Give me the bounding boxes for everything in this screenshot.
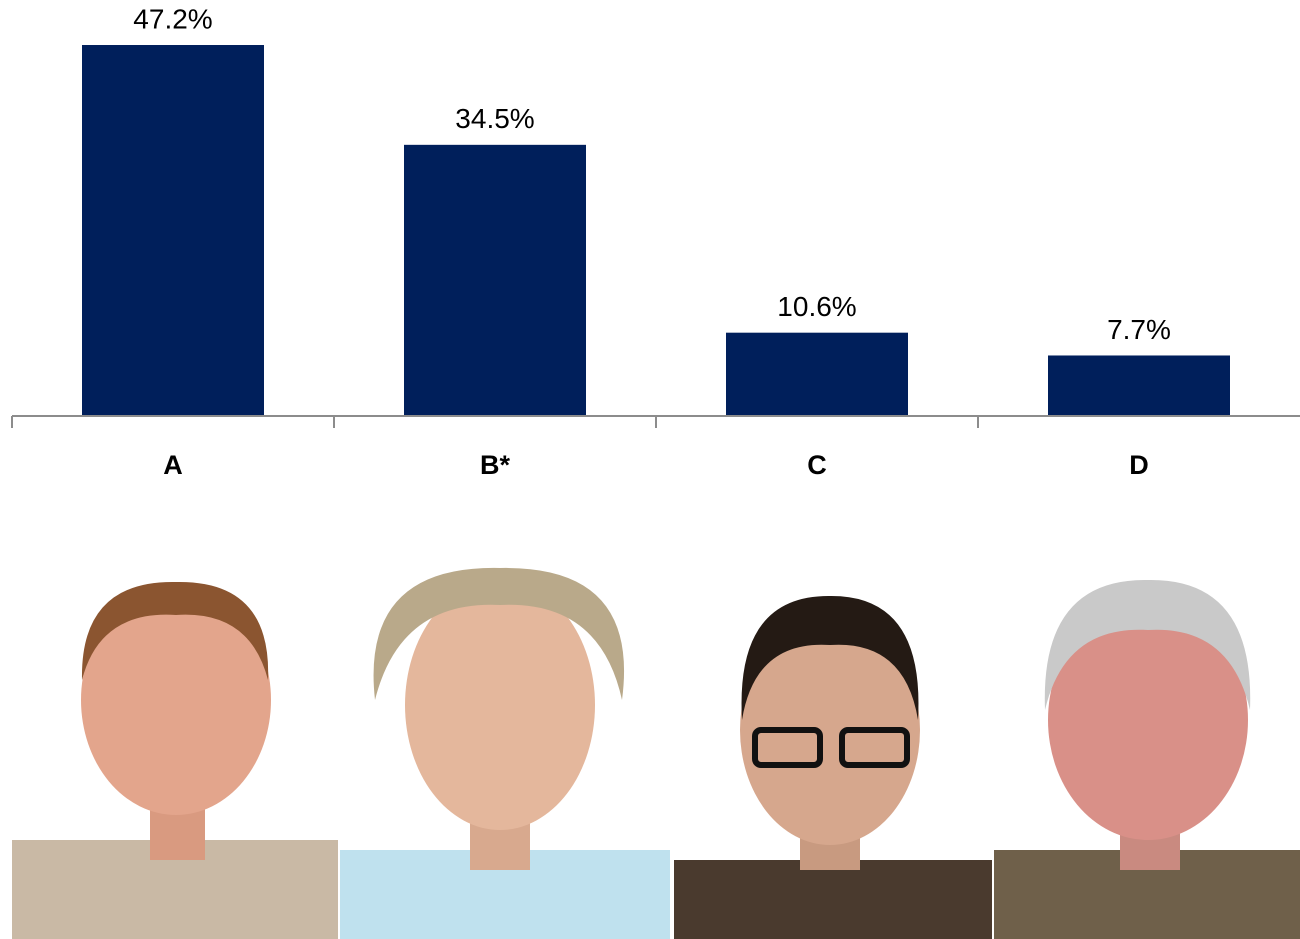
portrait xyxy=(340,567,670,939)
x-tick-label: D xyxy=(1129,450,1149,480)
bar xyxy=(404,144,586,416)
portrait xyxy=(12,581,338,939)
portrait xyxy=(994,579,1300,939)
x-tick-label: B* xyxy=(480,450,510,480)
value-label: 47.2% xyxy=(133,3,212,34)
portrait xyxy=(674,595,992,939)
face xyxy=(1048,600,1248,840)
value-label: 7.7% xyxy=(1107,314,1171,345)
bar xyxy=(726,332,908,416)
face xyxy=(405,580,595,830)
x-tick-label: C xyxy=(807,450,827,480)
portraits xyxy=(12,567,1300,939)
bar xyxy=(82,45,264,417)
hair xyxy=(373,567,625,700)
x-tick-label: A xyxy=(163,450,183,480)
hair xyxy=(1044,579,1251,710)
bar xyxy=(1048,355,1230,416)
glasses xyxy=(839,727,910,768)
face xyxy=(740,615,920,845)
value-label: 34.5% xyxy=(455,103,534,134)
face xyxy=(81,585,271,815)
value-label: 10.6% xyxy=(777,291,856,322)
hair xyxy=(741,595,919,720)
hair xyxy=(81,581,269,680)
glasses xyxy=(752,727,823,768)
sweater xyxy=(674,860,992,939)
